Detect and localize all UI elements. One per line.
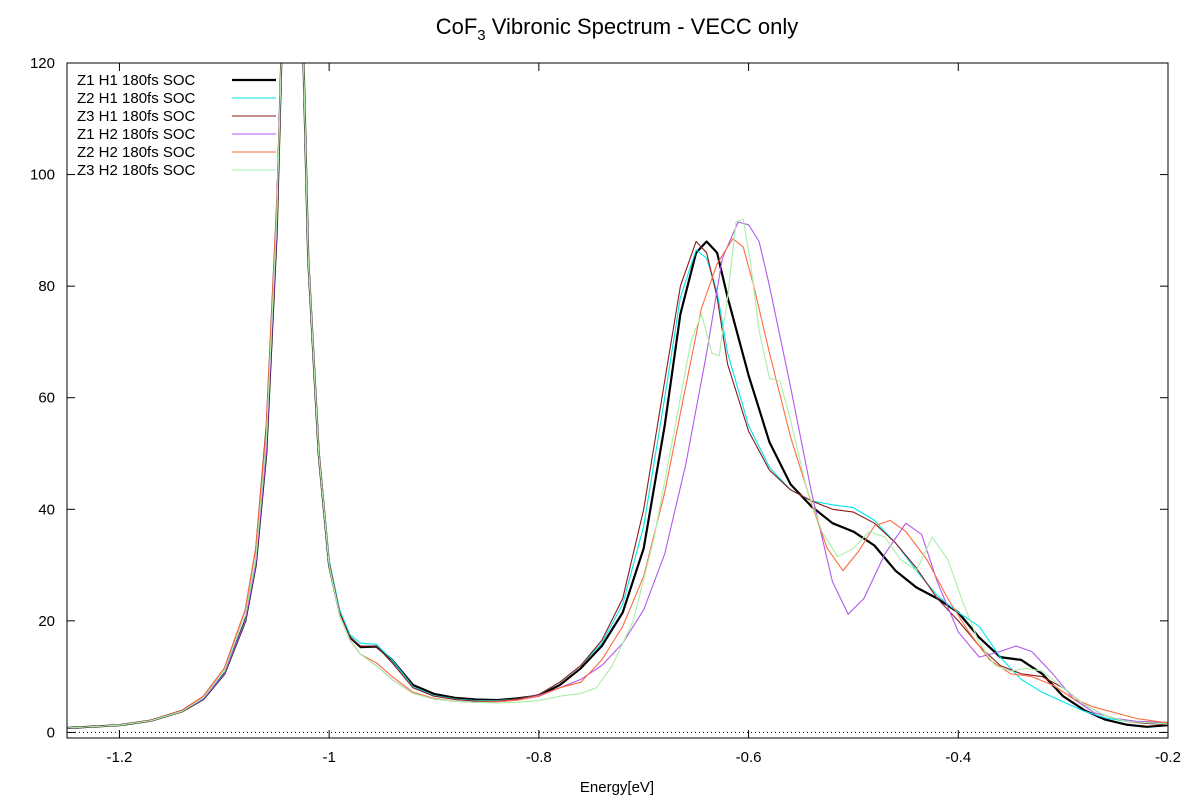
y-tick-label: 100 [30, 167, 55, 184]
y-tick-label: 60 [38, 390, 55, 407]
legend-label: Z3 H2 180fs SOC [77, 162, 196, 179]
legend-label: Z3 H1 180fs SOC [77, 108, 196, 125]
x-tick-label: -0.2 [1155, 749, 1181, 766]
x-tick-label: -0.4 [945, 749, 971, 766]
chart-title: CoF3 Vibronic Spectrum - VECC only [436, 14, 799, 44]
series-line-1 [67, 63, 1168, 730]
title-main: CoF [436, 14, 478, 39]
series-lines [67, 63, 1168, 730]
series-line-3 [67, 63, 1168, 729]
plot-frame [66, 62, 1169, 739]
x-tick-label: -1 [322, 749, 335, 766]
legend-label: Z1 H1 180fs SOC [77, 72, 196, 89]
x-tick-label: -0.6 [736, 749, 762, 766]
legend-label: Z1 H2 180fs SOC [77, 126, 196, 143]
axis-ticks: -1.2 -1 -0.8 -0.6 -0.4 -0.2 0 20 40 60 80 100 120 [30, 55, 1181, 766]
y-tick-label: 80 [38, 278, 55, 295]
x-tick-label: -1.2 [106, 749, 132, 766]
series-line-2 [67, 63, 1168, 729]
legend-label: Z2 H2 180fs SOC [77, 144, 196, 161]
x-axis-label: Energy[eV] [580, 779, 654, 796]
title-rest: Vibronic Spectrum - VECC only [486, 14, 799, 39]
y-tick-label: 120 [30, 55, 55, 72]
series-line-4 [67, 63, 1168, 729]
y-tick-label: 20 [38, 613, 55, 630]
series-line-5 [67, 63, 1168, 729]
series-line-6 [67, 63, 1168, 729]
y-tick-label: 40 [38, 501, 55, 518]
legend-label: Z2 H1 180fs SOC [77, 90, 196, 107]
title-subscript: 3 [477, 27, 485, 44]
x-tick-label: -0.8 [526, 749, 552, 766]
y-tick-label: 0 [47, 724, 55, 741]
